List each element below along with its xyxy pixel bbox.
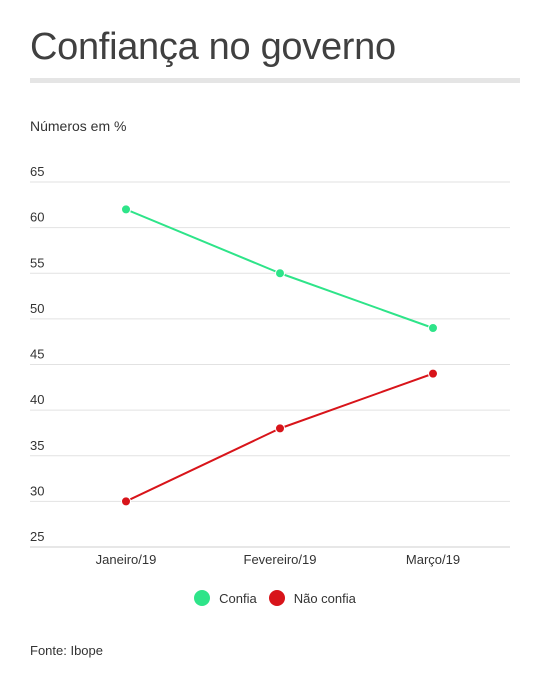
data-point[interactable] (275, 268, 285, 279)
data-point[interactable] (428, 368, 438, 379)
gridlines (30, 181, 510, 548)
series-group (121, 204, 438, 507)
y-tick-label: 30 (30, 483, 44, 498)
legend-swatch-confia (194, 590, 211, 606)
chart-subtitle: Números em % (30, 118, 127, 134)
y-tick-label: 50 (30, 301, 44, 316)
series-line (125, 372, 434, 503)
legend-swatch-nao-confia (268, 590, 285, 606)
series-nao-confia (121, 368, 438, 507)
y-tick-label: 45 (30, 347, 44, 362)
x-tick-label: Janeiro/19 (96, 552, 157, 567)
data-point[interactable] (121, 204, 131, 215)
data-point[interactable] (428, 323, 438, 333)
x-tick-label: Fevereiro/19 (244, 552, 317, 567)
legend: Confia Não confia (0, 590, 550, 606)
legend-label-confia: Confia (219, 590, 257, 606)
title-divider (30, 78, 520, 83)
data-point[interactable] (275, 423, 285, 434)
legend-item-nao-confia[interactable]: Não confia (268, 590, 356, 606)
y-tick-label: 60 (30, 210, 44, 225)
x-tick-label: Março/19 (406, 552, 460, 567)
chart-title: Confiança no governo (30, 26, 396, 68)
legend-label-nao-confia: Não confia (293, 590, 356, 606)
series-confia (121, 204, 438, 333)
y-axis-ticks: 25 30 35 40 45 50 55 60 65 (30, 164, 44, 544)
x-axis-ticks: Janeiro/19 Fevereiro/19 Março/19 (96, 552, 460, 567)
y-tick-label: 65 (30, 164, 44, 179)
y-tick-label: 25 (30, 529, 44, 544)
y-tick-label: 35 (30, 438, 44, 453)
data-point[interactable] (121, 496, 131, 507)
legend-item-confia[interactable]: Confia (194, 590, 257, 606)
y-tick-label: 55 (30, 255, 44, 270)
source-note: Fonte: Ibope (30, 643, 103, 658)
y-tick-label: 40 (30, 392, 44, 407)
